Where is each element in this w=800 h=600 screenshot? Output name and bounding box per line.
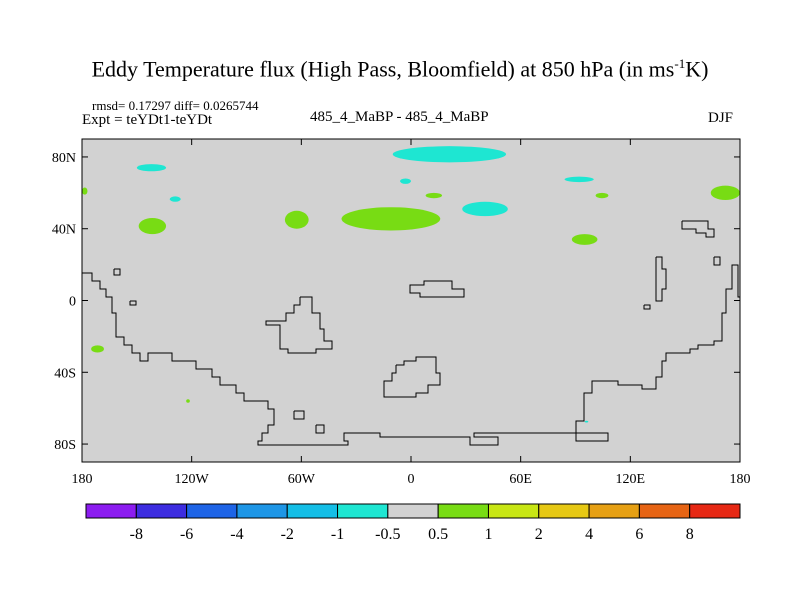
coastline [265, 296, 333, 354]
colorbar-box [437, 503, 489, 519]
positive-patch [710, 185, 741, 201]
coastline [655, 256, 667, 302]
colorbar-label: -6 [180, 526, 193, 543]
chart-title-superscript: -1 [674, 56, 686, 71]
colorbar-label: -1 [331, 526, 344, 543]
colorbar-box [487, 503, 540, 519]
coastline [113, 268, 121, 276]
coastline [383, 356, 441, 398]
y-tick-label: 0 [69, 295, 76, 310]
negative-patch [392, 146, 507, 163]
x-tick-label: 60E [509, 472, 532, 487]
colorbar-box [337, 503, 389, 519]
model-comparison-label: 485_4_MaBP - 485_4_MaBP [310, 109, 489, 125]
negative-patch [584, 420, 589, 423]
colorbar-box [689, 503, 741, 519]
negative-patch [136, 164, 167, 172]
positive-patch [341, 207, 441, 231]
colorbar-label: -0.5 [375, 526, 400, 543]
colorbar-box [85, 503, 137, 519]
colorbar-box [186, 503, 238, 519]
colorbar-label: 1 [484, 526, 492, 543]
chart-title-end: K) [685, 56, 709, 82]
negative-patch [169, 196, 181, 202]
x-tick-label: 120E [616, 472, 646, 487]
season-label: DJF [708, 110, 734, 126]
negative-patch [462, 201, 508, 217]
colorbar-box [588, 503, 640, 519]
positive-patch [284, 210, 309, 229]
coastline [713, 256, 721, 266]
coastline [409, 280, 465, 298]
colorbar-label: -8 [130, 526, 143, 543]
y-tick-label: 80S [54, 438, 76, 453]
colorbar-label: 2 [535, 526, 543, 543]
x-tick-label: 180 [72, 472, 93, 487]
coastline [643, 304, 651, 310]
positive-patch [186, 399, 190, 403]
colorbar-label: 6 [635, 526, 643, 543]
colorbar-box [638, 503, 691, 519]
colorbar-box [387, 503, 439, 519]
y-tick-label: 40S [54, 366, 76, 381]
experiment-label: Expt = teYDt1-teYDt [82, 112, 213, 128]
coastline [129, 300, 137, 306]
x-tick-label: 120W [175, 472, 210, 487]
plot-area [82, 139, 740, 462]
colorbar-box [236, 503, 288, 519]
positive-patch [138, 217, 167, 235]
positive-patch [91, 345, 104, 353]
y-tick-label: 80N [52, 151, 76, 166]
positive-patch [595, 192, 609, 199]
chart-title-main: Eddy Temperature flux (High Pass, Bloomf… [91, 56, 675, 82]
coastline [293, 410, 305, 420]
negative-patch [400, 178, 411, 184]
positive-patch [82, 187, 88, 195]
coastline [315, 424, 325, 434]
colorbar-label: 0.5 [428, 526, 448, 543]
positive-patch [571, 234, 598, 245]
colorbar-box [135, 503, 188, 519]
coastline [575, 432, 609, 442]
x-tick-label: 180 [730, 472, 751, 487]
positive-patch [425, 192, 443, 199]
colorbar-label: -4 [230, 526, 243, 543]
negative-patch [564, 176, 594, 183]
colorbar-label: 8 [686, 526, 694, 543]
coastline [82, 264, 740, 446]
colorbar-box [286, 503, 339, 519]
colorbar-label: 4 [585, 526, 593, 543]
y-tick-label: 40N [52, 223, 76, 238]
x-tick-label: 0 [408, 472, 415, 487]
chart-title: Eddy Temperature flux (High Pass, Bloomf… [0, 56, 800, 82]
colorbar-label: -2 [281, 526, 294, 543]
stats-label: rmsd= 0.17297 diff= 0.0265744 [92, 98, 259, 113]
colorbar-box [538, 503, 590, 519]
x-tick-label: 60W [288, 472, 316, 487]
coastline [681, 220, 715, 238]
